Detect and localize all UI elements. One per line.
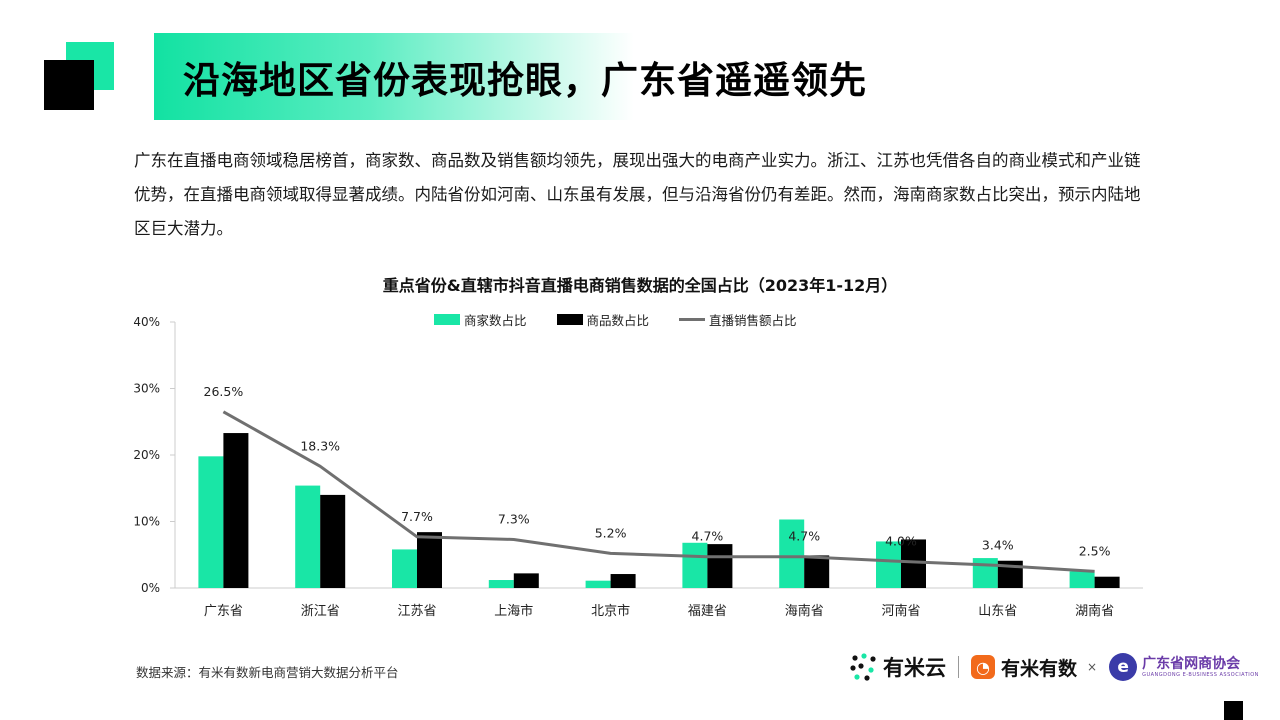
line-sales-share [222,410,1095,573]
x-tick-label: 江苏省 [397,603,436,619]
association-logo-block: 广东省网商协会 GUANGDONG E-BUSINESS ASSOCIATION [1142,656,1259,679]
bar-products [610,574,636,588]
bar-products [513,573,539,588]
association-logo-subtext: GUANGDONG E-BUSINESS ASSOCIATION [1142,671,1259,678]
chart-title: 重点省份&直辖市抖音直播电商销售数据的全国占比（2023年1-12月） [382,276,898,295]
legend-swatch-products [556,313,583,325]
logo-divider [958,656,959,678]
chart-legend: 商家数占比 商品数占比 直播销售额占比 [434,310,827,328]
legend-item-products: 商品数占比 [556,310,650,329]
youmiyun-logo-text: 有米云 [883,656,946,680]
corner-square [1224,701,1243,720]
youmiyoushu-logo-icon: ◔ [971,655,995,679]
x-tick-label: 浙江省 [301,604,340,619]
association-logo-icon: e [1109,653,1138,681]
legend-label-sales: 直播销售额占比 [709,312,797,328]
data-label-sales: 18.3% [300,438,340,453]
data-label-sales: 4.7% [692,529,724,544]
bar-merchants [198,456,224,588]
bar-merchants [392,549,417,588]
data-source-note: 数据来源：有米有数新电商营销大数据分析平台 [136,665,399,680]
youmiyun-logo-icon [850,653,876,681]
y-tick-label: 0% [141,581,160,595]
bar-merchants [295,485,321,588]
logo-times-sign: × [1087,660,1098,674]
bar-merchants [1069,571,1095,588]
bar-products [223,433,249,588]
bar-merchants [488,580,514,588]
data-label-sales: 4.7% [788,529,820,544]
legend-label-products: 商品数占比 [586,312,650,328]
data-label-sales: 7.7% [401,509,433,524]
title-highlight-band [154,33,634,120]
page-title: 沿海地区省份表现抢眼，广东省遥遥领先 [183,59,867,102]
bar-products [320,494,346,588]
data-label-sales: 3.4% [982,537,1014,552]
x-tick-label: 山东省 [978,604,1017,619]
legend-swatch-sales [679,317,706,321]
y-tick-label: 10% [133,515,160,529]
legend-item-merchants: 商家数占比 [434,310,527,329]
bar-merchants [876,541,901,588]
youmiyoushu-logo-text: 有米有数 [1001,657,1078,680]
legend-swatch-merchants [434,313,460,325]
bar-merchants [779,519,805,588]
bar-products [707,544,733,588]
footer-logos: 有米云 ◔ 有米有数 × e 广东省网商协会 GUANGDONG E-BUSIN… [849,650,1259,684]
x-tick-label: 湖南省 [1075,603,1114,619]
y-tick-label: 20% [133,448,160,462]
legend-item-sales: 直播销售额占比 [679,310,797,329]
data-label-sales: 26.5% [204,384,244,399]
association-logo-text: 广东省网商协会 [1142,655,1241,672]
bar-products [804,555,830,588]
data-label-sales: 5.2% [595,525,627,540]
x-tick-label: 广东省 [204,604,243,619]
bar-merchants [682,542,708,588]
bar-merchants [585,580,611,588]
bar-products [1094,576,1120,588]
y-tick-label: 30% [133,382,160,396]
data-label-sales: 4.0% [885,533,917,548]
x-tick-label: 福建省 [688,604,727,619]
x-tick-label: 河南省 [881,603,920,619]
y-tick-label: 40% [133,315,160,329]
x-tick-label: 上海市 [494,603,533,619]
x-tick-label: 北京市 [591,603,630,619]
bar-merchants [972,558,998,588]
data-label-sales: 2.5% [1079,543,1111,558]
intro-paragraph: 广东在直播电商领域稳居榜首，商家数、商品数及销售额均领先，展现出强大的电商产业实… [134,151,1141,238]
legend-label-merchants: 商家数占比 [464,312,527,328]
data-label-sales: 7.3% [498,511,530,526]
x-tick-label: 海南省 [785,603,824,619]
bar-products [417,532,442,588]
decor-black-square [44,60,94,110]
